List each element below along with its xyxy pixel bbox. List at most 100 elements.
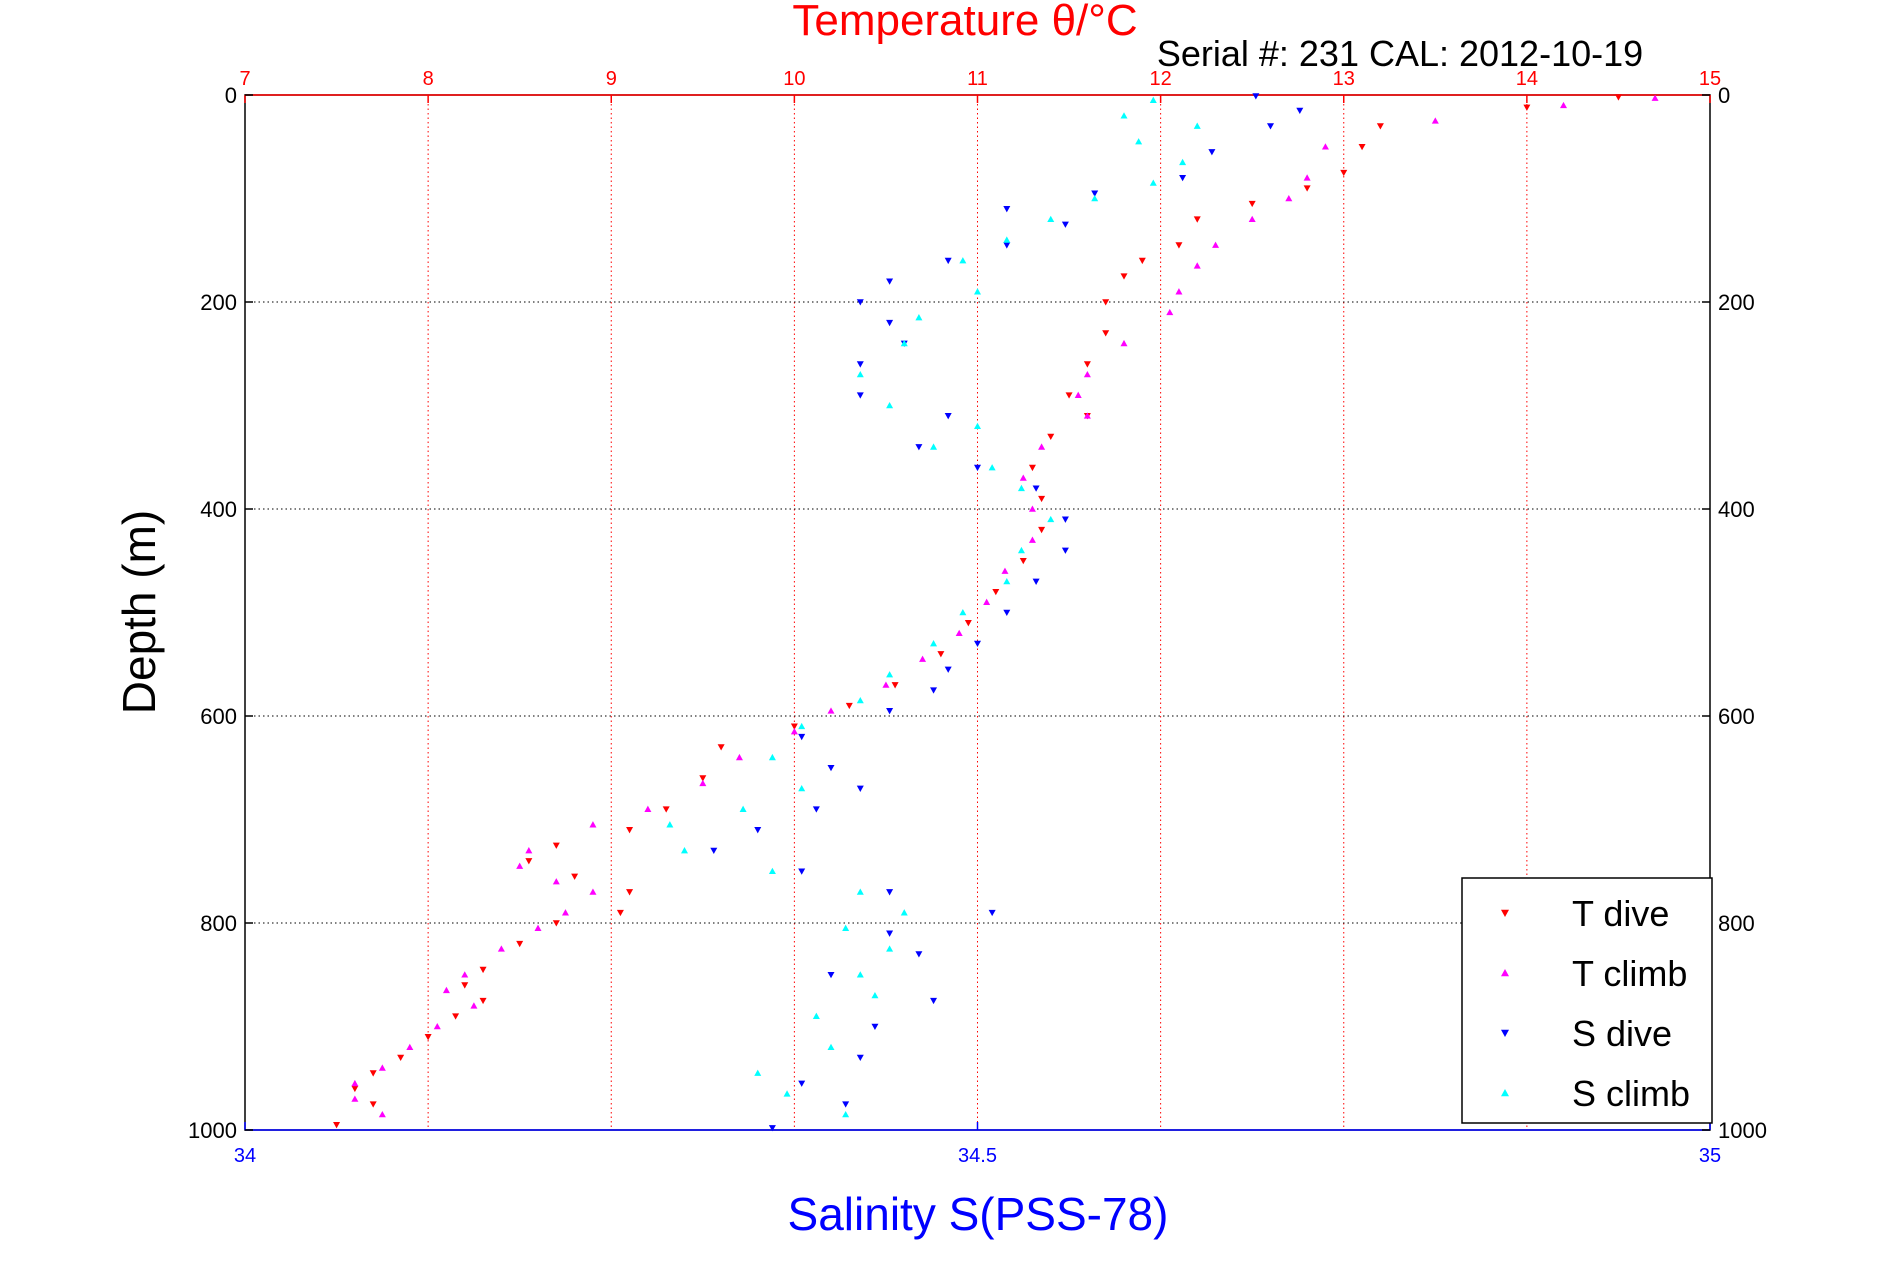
temperature-tick-label: 13 [1333, 68, 1355, 90]
data-point [1179, 158, 1187, 166]
data-point [915, 951, 923, 958]
data-point [333, 1122, 341, 1129]
series-t-climb [351, 94, 1659, 1118]
data-point [479, 997, 487, 1005]
data-point [768, 1125, 776, 1132]
data-point [1003, 242, 1011, 249]
data-point [397, 1054, 405, 1062]
data-point [882, 681, 890, 688]
temperature-tick-label: 8 [423, 68, 434, 90]
depth-tick-label-right: 0 [1718, 83, 1730, 108]
y-axis-label: Depth (m) [113, 510, 165, 714]
data-point [552, 878, 560, 885]
temperature-tick-label: 10 [783, 68, 805, 90]
data-point [856, 888, 864, 895]
data-point [378, 1064, 386, 1071]
data-point [406, 1043, 414, 1050]
data-point [988, 909, 996, 917]
data-point [525, 858, 533, 865]
data-point [1523, 104, 1531, 111]
data-point [856, 392, 864, 399]
data-point [856, 1054, 864, 1062]
data-point [812, 1012, 820, 1019]
data-point [589, 821, 597, 828]
series-s-climb [666, 96, 1201, 1118]
data-point [974, 640, 981, 648]
data-point [886, 889, 894, 896]
depth-tick-label-right: 800 [1718, 911, 1755, 936]
data-point [369, 1101, 377, 1108]
data-point [871, 1023, 879, 1030]
data-point [1047, 433, 1055, 441]
data-point [351, 1079, 359, 1087]
data-point [516, 862, 524, 869]
data-point [900, 909, 908, 916]
data-point [1303, 185, 1311, 192]
data-point [442, 986, 450, 994]
data-point [1074, 391, 1082, 398]
data-point [1166, 308, 1174, 316]
legend-marker [1501, 909, 1509, 917]
legend-label: T dive [1572, 893, 1669, 934]
data-point [886, 945, 894, 952]
data-point [644, 805, 652, 812]
data-point [930, 687, 938, 694]
temperature-tick-label: 14 [1516, 68, 1538, 90]
data-point [886, 278, 894, 285]
data-point [1120, 339, 1128, 347]
data-point [1017, 484, 1025, 492]
depth-tick-label-right: 200 [1718, 290, 1755, 315]
data-point [626, 889, 634, 896]
data-point [1061, 221, 1069, 228]
data-point [1083, 361, 1091, 368]
data-point [1047, 215, 1055, 222]
data-point [1149, 179, 1157, 186]
data-point [798, 722, 806, 730]
data-point [768, 867, 776, 875]
data-point [1091, 190, 1099, 197]
data-point [710, 847, 718, 855]
legend-box [1461, 877, 1713, 1124]
data-point [1614, 94, 1622, 101]
depth-tick-label-right: 400 [1718, 497, 1755, 522]
data-point [856, 971, 864, 978]
data-point [1032, 485, 1040, 492]
data-point [919, 655, 927, 662]
data-point [988, 464, 996, 471]
depth-tick-label-left: 200 [200, 290, 237, 315]
data-point [1003, 206, 1011, 213]
chart-subtitle: Serial #: 231 CAL: 2012-10-19 [1157, 33, 1643, 74]
data-point [534, 924, 542, 931]
temperature-tick-label: 11 [967, 68, 988, 90]
temperature-tick-label: 15 [1699, 68, 1721, 90]
data-point [812, 806, 820, 813]
data-point [1560, 101, 1567, 109]
data-point [351, 1095, 359, 1102]
data-point [1047, 515, 1055, 523]
data-point [886, 930, 894, 937]
data-point [783, 1090, 791, 1097]
data-point [798, 1080, 806, 1087]
data-point [1003, 609, 1011, 616]
data-point [561, 909, 569, 916]
data-point [589, 888, 597, 895]
data-point [944, 413, 952, 420]
temperature-tick-label: 9 [606, 68, 617, 90]
data-point [1340, 169, 1348, 177]
data-point [1120, 273, 1128, 280]
data-point [662, 806, 670, 813]
data-point [1193, 216, 1201, 223]
data-point [1083, 370, 1091, 378]
data-point [424, 1034, 432, 1041]
legend-label: T climb [1572, 953, 1687, 994]
data-point [1038, 495, 1046, 503]
data-point [351, 1085, 359, 1093]
chart-title: Temperature θ/°C [792, 0, 1137, 45]
data-point [1431, 117, 1439, 124]
data-point [552, 920, 560, 927]
data-point [1003, 577, 1011, 585]
data-point [937, 651, 945, 658]
depth-tick-label-left: 800 [200, 911, 237, 936]
data-point [681, 847, 688, 854]
data-point [1248, 215, 1256, 222]
